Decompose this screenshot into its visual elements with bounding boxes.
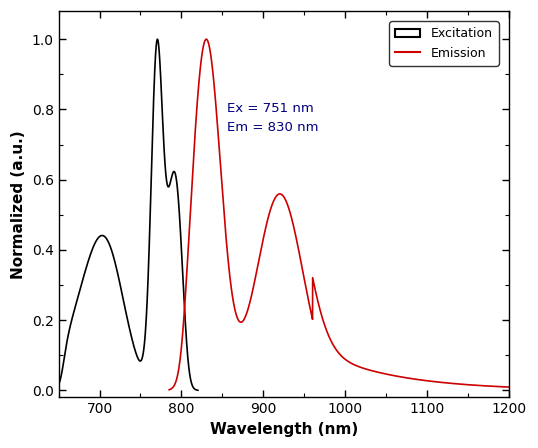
X-axis label: Wavelength (nm): Wavelength (nm) <box>210 422 358 437</box>
Text: Ex = 751 nm
Em = 830 nm: Ex = 751 nm Em = 830 nm <box>226 103 318 134</box>
Y-axis label: Normalized (a.u.): Normalized (a.u.) <box>11 130 26 279</box>
Legend: Excitation, Emission: Excitation, Emission <box>389 21 499 66</box>
